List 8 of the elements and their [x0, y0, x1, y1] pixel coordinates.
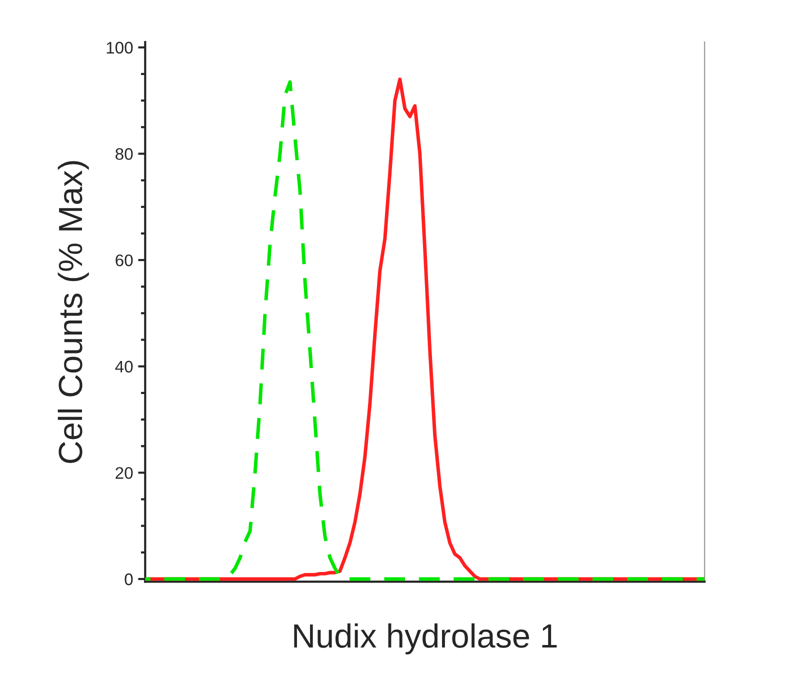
y-tick-label: 100 — [106, 42, 133, 54]
y-tick-label: 60 — [116, 254, 133, 266]
y-tick-label: 80 — [116, 148, 133, 160]
x-axis-title: Nudix hydrolase 1 — [294, 623, 557, 654]
y-tick-label: 40 — [115, 360, 133, 373]
y-tick-label: 0 — [124, 573, 133, 586]
y-axis-title: Cell Counts (% Max) — [58, 161, 89, 463]
y-tick-label: 20 — [116, 467, 133, 479]
